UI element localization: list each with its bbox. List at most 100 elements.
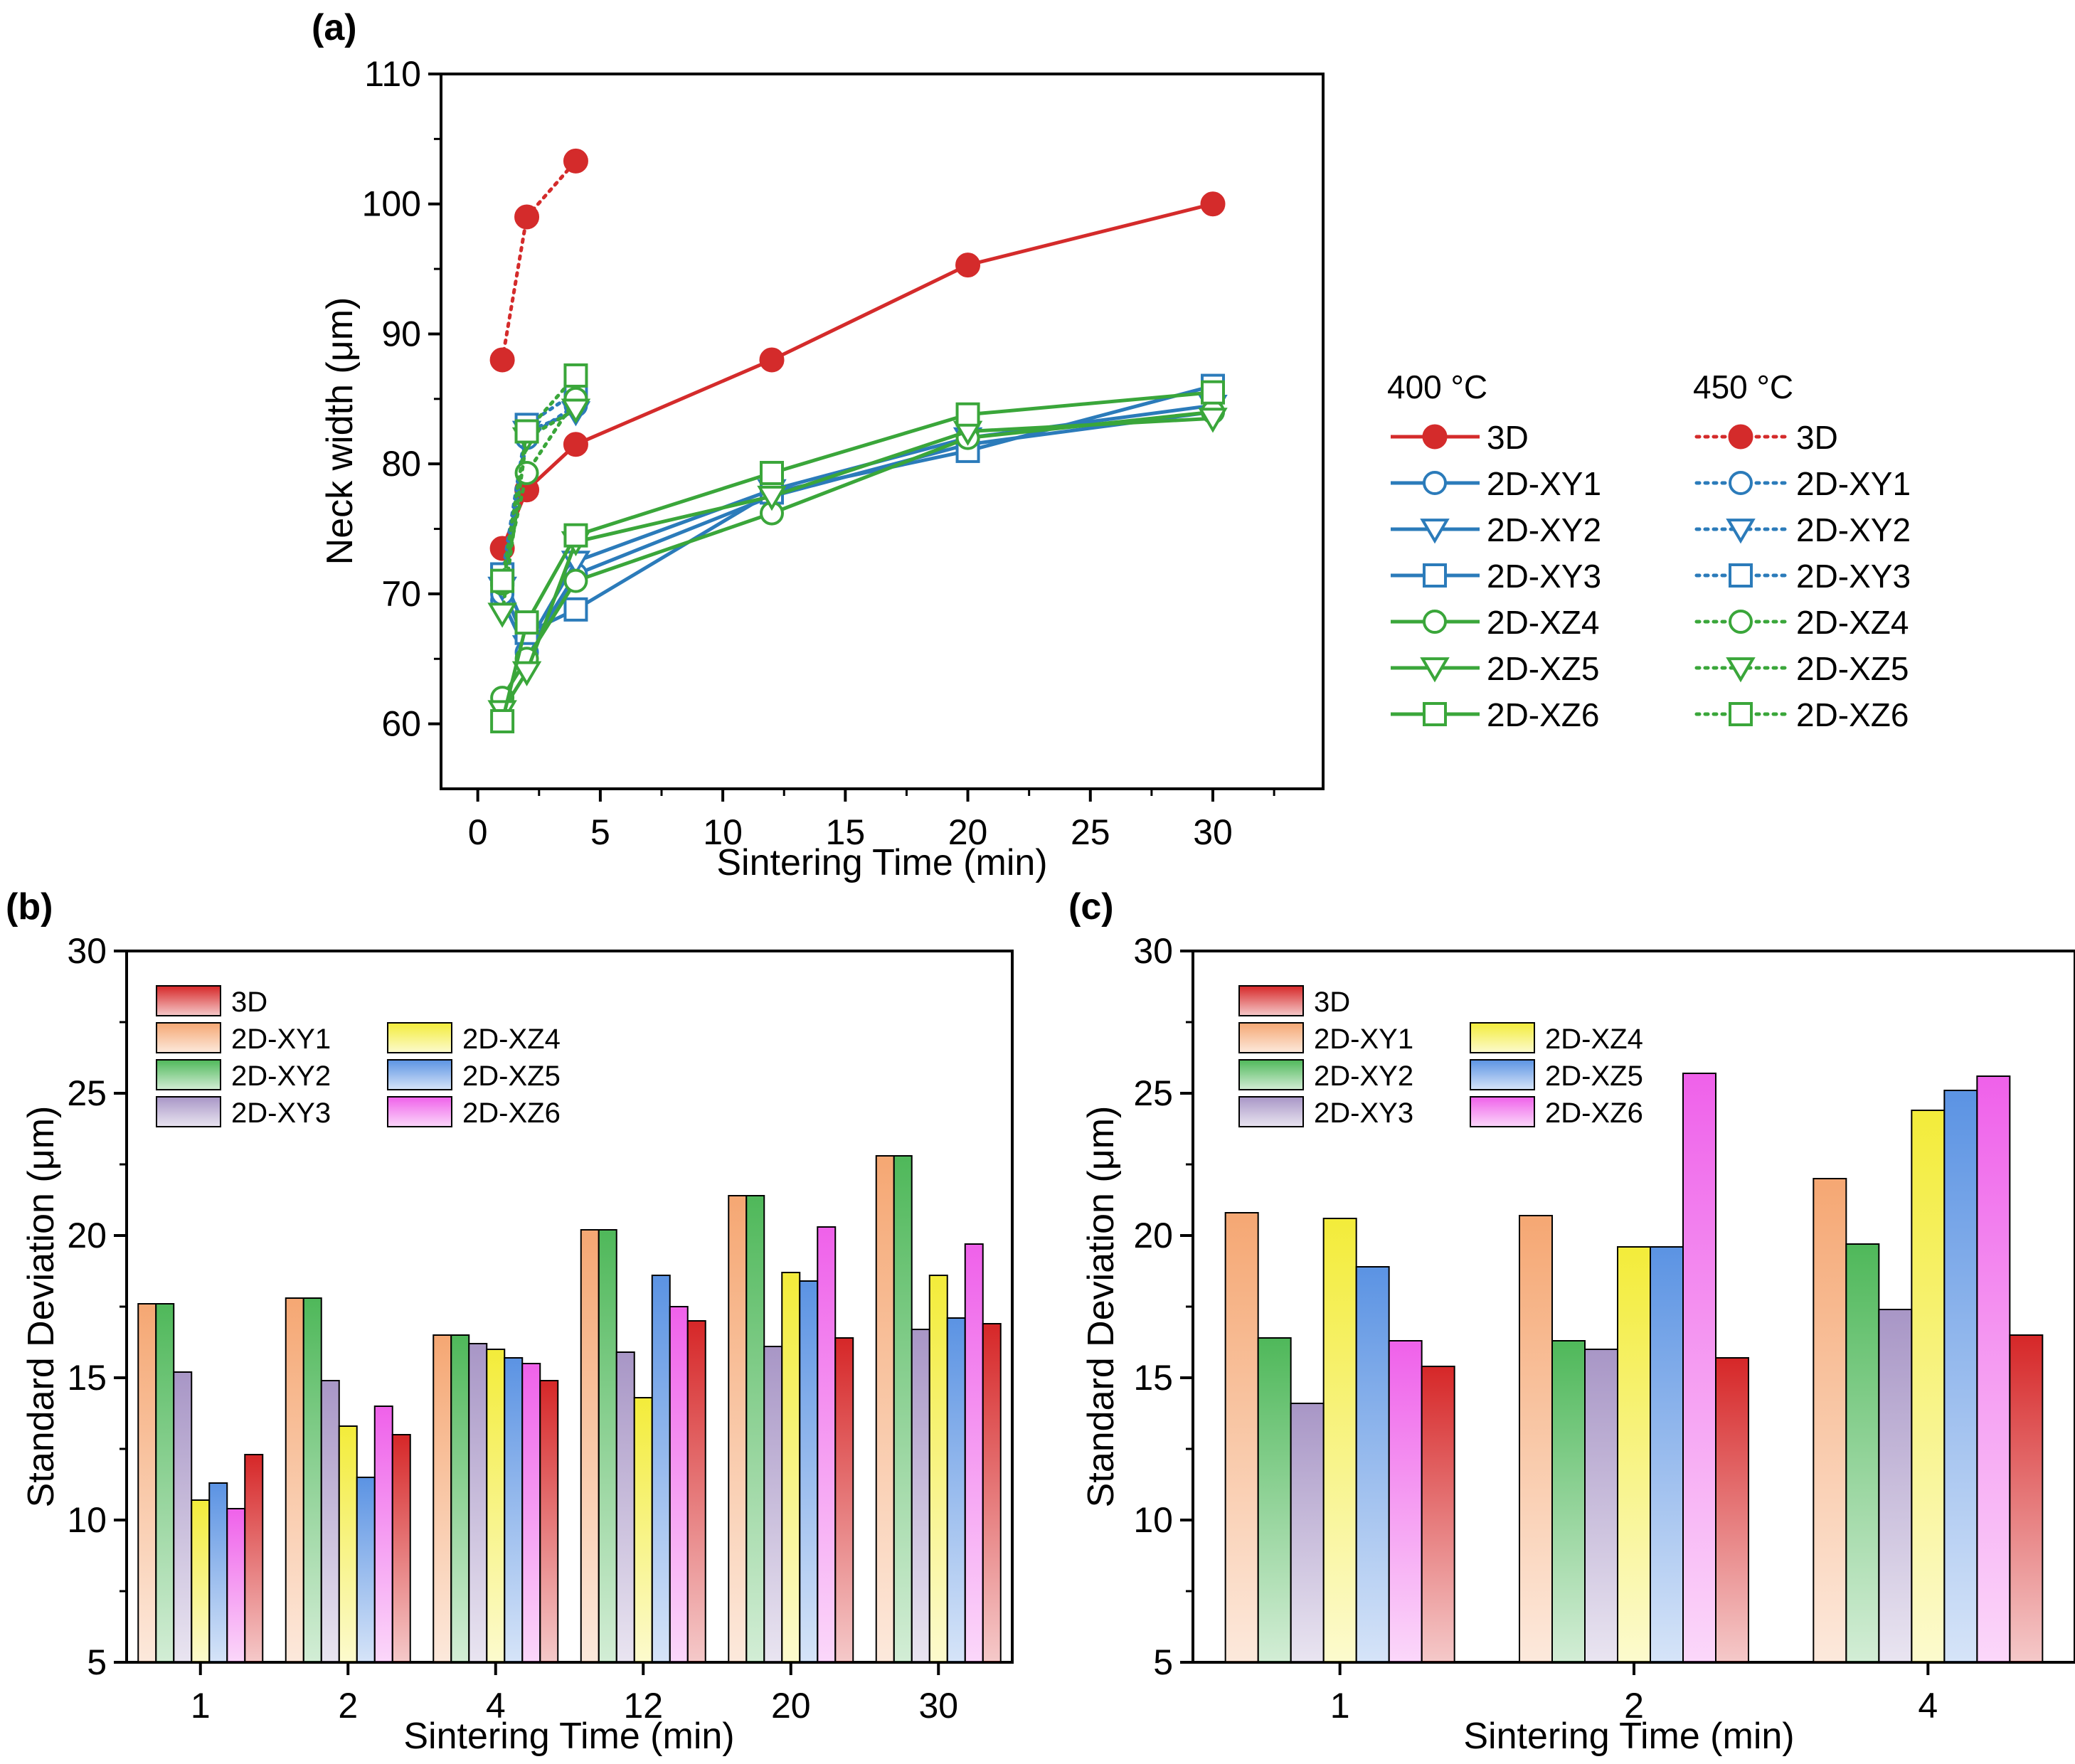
bar-2d-xz5-4 <box>1943 1090 1978 1663</box>
panel-a: (a) 0 5 10 15 20 25 30 60 70 80 90 100 110 Sintering… <box>312 7 1911 883</box>
legend-entry-400-2d-xy1: 2D-XY1 <box>1391 465 1601 502</box>
plot-a-axes: 0 5 10 15 20 25 30 60 70 80 90 100 110 <box>362 54 1275 852</box>
data-point <box>760 460 784 485</box>
legend-marker <box>1729 702 1753 726</box>
bar-2d-xz6-20 <box>817 1226 837 1663</box>
legend-swatch <box>156 1096 221 1127</box>
legend-entry-2d-xz6: 2D-XZ6 <box>387 1096 561 1129</box>
data-point <box>1200 191 1226 217</box>
x-tick-label: 30 <box>918 1686 958 1726</box>
legend-entry-3d: 3D <box>156 985 267 1018</box>
bar-2d-xy1-4 <box>432 1334 452 1663</box>
series-450-3d <box>489 148 588 373</box>
y-tick-label: 10 <box>1133 1500 1173 1540</box>
plot-a-legend: 400 °C 450 °C 3D 3D 2D-XY1 2D-XY1 2D-XY2 2D-X… <box>1387 368 1911 733</box>
bar-2d-xz6-4 <box>521 1363 541 1663</box>
data-point <box>511 661 542 686</box>
legend-header-400: 400 °C <box>1387 368 1487 405</box>
bar-2d-xy3-4 <box>468 1343 488 1663</box>
legend-marker <box>1422 424 1448 450</box>
bar-2d-xy1-12 <box>580 1229 600 1663</box>
data-point <box>1201 380 1225 405</box>
y-tick-label: 20 <box>1133 1216 1173 1255</box>
series-line <box>500 390 1214 722</box>
plot-b-ylabel: Standard Deviation (μm) <box>21 1106 62 1508</box>
bar-2d-xz6-4 <box>1976 1075 2011 1663</box>
legend-swatch <box>1470 1096 1535 1127</box>
legend-entry-450-3d: 3D <box>1694 419 1838 456</box>
y-tick-label: 30 <box>67 931 107 971</box>
data-point <box>514 419 539 444</box>
legend-label: 2D-XY1 <box>1796 465 1911 502</box>
bar-2d-xz4-4 <box>1911 1110 1946 1663</box>
bar-2d-xy1-1 <box>1224 1212 1259 1663</box>
data-point <box>1198 408 1228 433</box>
legend-marker <box>1728 424 1753 450</box>
legend-swatch <box>387 1096 452 1127</box>
y-tick-label: 5 <box>87 1642 107 1682</box>
bar-2d-xy2-2 <box>302 1297 322 1663</box>
data-point <box>955 402 980 427</box>
data-point <box>563 523 588 548</box>
series-line <box>500 390 578 576</box>
bar-2d-xz6-2 <box>1682 1073 1716 1663</box>
legend-swatch <box>156 1059 221 1090</box>
bar-2d-xy2-1 <box>155 1303 175 1663</box>
legend-label: 3D <box>1796 419 1838 456</box>
legend-swatch <box>387 1022 452 1053</box>
legend-label: 2D-XZ5 <box>1487 650 1599 687</box>
legend-marker <box>1420 519 1450 544</box>
bar-2d-xz4-30 <box>928 1275 948 1663</box>
data-point <box>563 568 588 593</box>
x-tick-label: 20 <box>771 1686 811 1726</box>
x-tick-label: 5 <box>590 812 610 852</box>
legend-label: 2D-XZ5 <box>462 1061 561 1092</box>
legend-header-450: 450 °C <box>1693 368 1793 405</box>
bar-3d-30 <box>982 1323 1002 1663</box>
y-tick-label: 90 <box>381 314 421 354</box>
y-tick-label: 25 <box>1133 1073 1173 1113</box>
legend-label: 2D-XZ6 <box>1487 696 1599 733</box>
legend-label: 2D-XZ6 <box>1796 696 1909 733</box>
legend-swatch <box>387 1059 452 1090</box>
x-tick-label: 2 <box>1624 1686 1644 1726</box>
bar-2d-xy2-1 <box>1257 1337 1292 1663</box>
bar-2d-xy3-1 <box>1290 1403 1325 1663</box>
bar-2d-xy1-20 <box>728 1195 748 1663</box>
legend-swatch <box>1238 985 1304 1016</box>
bar-2d-xz4-1 <box>191 1499 211 1663</box>
legend-label: 2D-XZ6 <box>1545 1098 1643 1129</box>
legend-label: 2D-XY2 <box>1796 511 1911 548</box>
legend-label: 2D-XY3 <box>231 1098 331 1129</box>
legend-entry-2d-xz5: 2D-XZ5 <box>387 1059 561 1092</box>
legend-marker <box>1423 610 1447 634</box>
legend-entry-2d-xz5: 2D-XZ5 <box>1470 1059 1643 1092</box>
plot-c-bars <box>1224 1073 2044 1663</box>
y-tick-label: 80 <box>381 444 421 484</box>
legend-entry-400-2d-xy2: 2D-XY2 <box>1391 511 1601 548</box>
legend-marker <box>1729 610 1753 634</box>
legend-label: 2D-XZ5 <box>1796 650 1909 687</box>
bar-3d-2 <box>391 1434 411 1663</box>
bar-2d-xz4-2 <box>338 1425 358 1663</box>
legend-entry-400-2d-xz5: 2D-XZ5 <box>1391 650 1599 687</box>
bar-2d-xz4-1 <box>1322 1218 1357 1663</box>
bar-3d-1 <box>244 1454 264 1663</box>
legend-label: 2D-XY2 <box>1487 511 1601 548</box>
bar-2d-xz4-20 <box>781 1272 801 1663</box>
legend-entry-2d-xz4: 2D-XZ4 <box>1470 1022 1643 1055</box>
data-point <box>563 363 588 388</box>
legend-entry-450-2d-xy1: 2D-XY1 <box>1694 465 1911 502</box>
plot-c-axes: 5 10 15 20 25 30 1 2 4 <box>1133 931 1938 1726</box>
legend-swatch <box>156 985 221 1016</box>
panel-a-label: (a) <box>312 7 357 48</box>
plot-a-series <box>487 148 1228 733</box>
plot-a-ylabel: Neck width (μm) <box>319 297 361 565</box>
bar-2d-xy2-20 <box>745 1195 765 1663</box>
legend-label: 2D-XY2 <box>231 1061 331 1092</box>
bar-2d-xz6-2 <box>373 1406 393 1663</box>
legend-entry-400-2d-xz4: 2D-XZ4 <box>1391 604 1599 641</box>
